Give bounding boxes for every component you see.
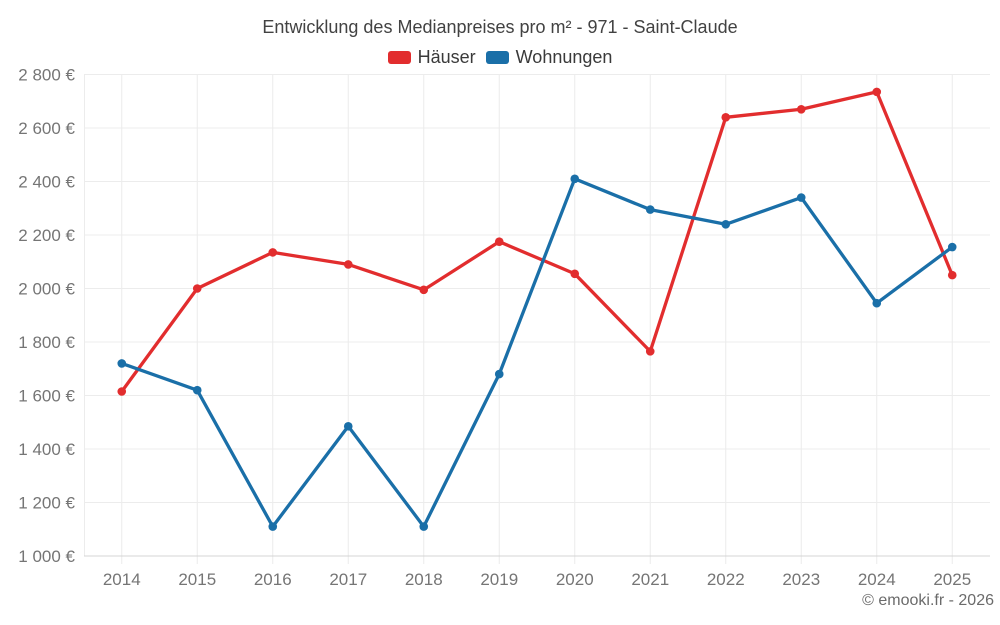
data-point-wohnungen-2018[interactable]	[419, 522, 429, 531]
data-point-haeuser-2022[interactable]	[721, 113, 731, 122]
y-axis-label: 2 600 €	[18, 119, 75, 138]
data-point-wohnungen-2014[interactable]	[117, 359, 127, 368]
data-point-haeuser-2019[interactable]	[494, 237, 504, 246]
legend-item-haeuser[interactable]: Häuser	[387, 47, 476, 68]
x-gridlines	[121, 74, 953, 564]
series-wohnungen	[117, 174, 957, 531]
y-axis-label: 2 800 €	[18, 66, 75, 85]
legend-swatch-haeuser-icon	[387, 51, 411, 64]
data-point-haeuser-2017[interactable]	[343, 260, 353, 269]
series-haeuser	[117, 87, 957, 396]
data-point-haeuser-2024[interactable]	[872, 87, 882, 97]
data-point-haeuser-2020[interactable]	[570, 269, 580, 279]
data-point-wohnungen-2023[interactable]	[796, 193, 806, 202]
legend-swatch-wohnungen-icon	[485, 51, 509, 64]
data-point-wohnungen-2025[interactable]	[947, 242, 957, 252]
x-axis-label: 2014	[103, 570, 141, 589]
data-point-haeuser-2016[interactable]	[268, 248, 278, 257]
y-axis-label: 1 200 €	[18, 494, 75, 513]
y-axis-label: 2 200 €	[18, 226, 75, 245]
data-point-wohnungen-2016[interactable]	[268, 522, 278, 531]
data-point-haeuser-2023[interactable]	[796, 104, 806, 114]
data-point-haeuser-2015[interactable]	[192, 284, 202, 293]
legend-label-wohnungen: Wohnungen	[515, 47, 613, 67]
legend-label-haeuser: Häuser	[417, 47, 476, 67]
data-point-wohnungen-2015[interactable]	[192, 385, 202, 395]
data-point-wohnungen-2022[interactable]	[721, 220, 731, 229]
series-line-wohnungen	[120, 177, 954, 529]
y-axis-label: 1 000 €	[18, 547, 75, 566]
x-axis-label: 2025	[933, 570, 971, 589]
data-point-haeuser-2025[interactable]	[947, 270, 957, 280]
data-point-haeuser-2014[interactable]	[117, 387, 127, 396]
x-axis-label: 2021	[631, 570, 669, 589]
x-axis-label: 2016	[254, 570, 292, 589]
x-axis-label: 2017	[329, 570, 367, 589]
data-point-wohnungen-2021[interactable]	[645, 205, 655, 214]
data-point-haeuser-2018[interactable]	[419, 285, 429, 295]
x-axis-label: 2023	[782, 570, 820, 589]
data-point-wohnungen-2017[interactable]	[343, 421, 353, 431]
data-point-wohnungen-2020[interactable]	[570, 174, 580, 184]
y-axis-labels: 1 000 € 1 200 € 1 400 € 1 600 € 1 800 € 2 000…	[18, 66, 75, 567]
data-point-wohnungen-2019[interactable]	[494, 369, 504, 379]
data-point-wohnungen-2024[interactable]	[872, 298, 882, 308]
x-axis-label: 2022	[707, 570, 745, 589]
y-axis-label: 1 800 €	[18, 333, 75, 352]
x-axis-label: 2015	[178, 570, 216, 589]
x-axis-labels: 2014 2015 2016 2017 2018 2019 2020 2021 2022 2023…	[103, 570, 971, 589]
x-axis-label: 2020	[556, 570, 594, 589]
copyright-watermark: © emooki.fr - 2026	[862, 592, 994, 609]
chart-title: Entwicklung des Medianpreises pro m² - 9…	[262, 17, 738, 37]
x-axis-label: 2019	[480, 570, 518, 589]
y-gridlines	[84, 74, 990, 557]
data-point-haeuser-2021[interactable]	[645, 347, 655, 356]
x-axis-label: 2018	[405, 570, 443, 589]
x-axis-label: 2024	[858, 570, 896, 589]
y-axis-label: 2 000 €	[18, 280, 75, 299]
series-line-haeuser	[120, 90, 954, 394]
y-axis-label: 1 600 €	[18, 387, 75, 406]
legend-item-wohnungen[interactable]: Wohnungen	[485, 47, 613, 68]
y-axis-label: 1 400 €	[18, 440, 75, 459]
chart-legend: Häuser Wohnungen	[0, 47, 1000, 68]
y-axis-label: 2 400 €	[18, 173, 75, 192]
